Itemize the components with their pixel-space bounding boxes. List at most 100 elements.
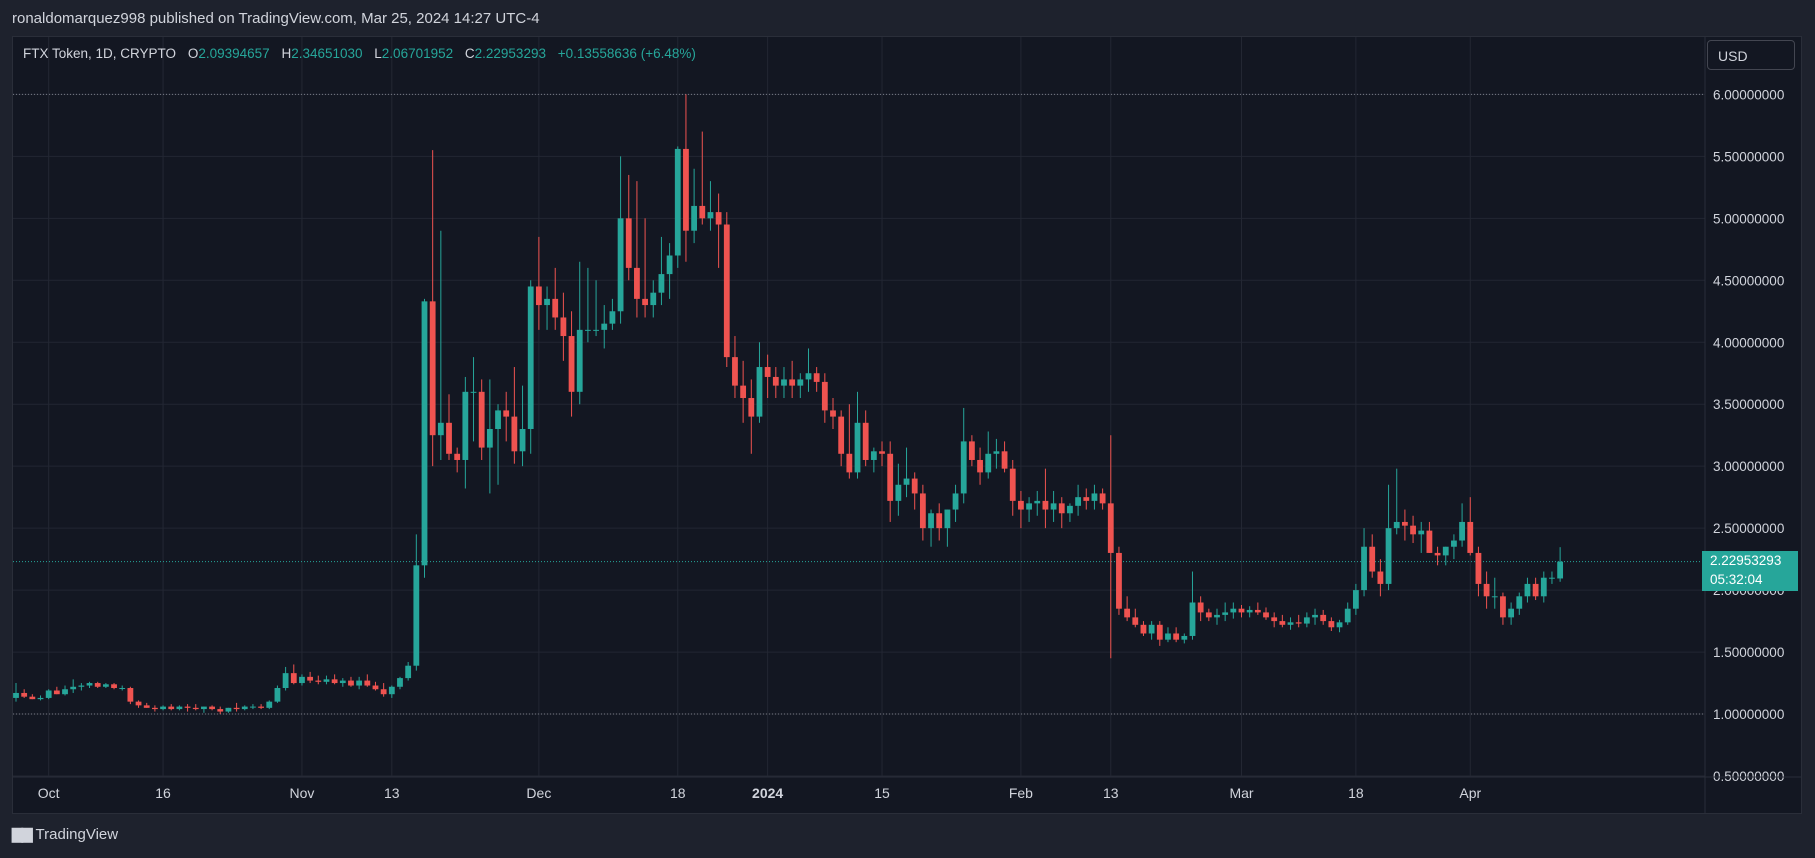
- candle: [1393, 468, 1400, 535]
- candle-body: [1540, 577, 1547, 597]
- candle-body: [1549, 577, 1555, 579]
- candle: [233, 702, 240, 712]
- candle: [1320, 609, 1327, 625]
- candle-body: [952, 493, 959, 510]
- candle-body: [846, 453, 853, 473]
- candle: [928, 509, 934, 547]
- candle-body: [674, 148, 681, 256]
- candle: [879, 441, 885, 467]
- candle-body: [650, 292, 657, 306]
- candle: [315, 675, 322, 685]
- candle-body: [1287, 622, 1294, 625]
- candle-body: [62, 689, 68, 695]
- candle: [1067, 503, 1073, 522]
- candle: [609, 298, 616, 330]
- candle-body: [1099, 493, 1106, 504]
- candle: [274, 685, 281, 703]
- candle-body: [1254, 609, 1261, 613]
- candle: [102, 683, 109, 689]
- candle-body: [1475, 552, 1482, 584]
- candle-body: [127, 688, 134, 702]
- candle: [339, 678, 346, 687]
- candle-body: [29, 696, 36, 700]
- candle: [552, 267, 559, 330]
- candle: [1516, 592, 1523, 615]
- candle-body: [1018, 500, 1024, 510]
- candle-body: [1050, 503, 1057, 510]
- candle-body: [634, 267, 640, 299]
- candle-body: [544, 298, 550, 306]
- high-label: H: [281, 46, 292, 61]
- candle-body: [1434, 552, 1441, 556]
- candle-body: [495, 410, 501, 429]
- candle: [388, 685, 395, 698]
- candle: [854, 391, 861, 479]
- y-tick-label: 3.00000000: [1713, 459, 1784, 474]
- candle: [356, 676, 363, 690]
- candle: [903, 447, 910, 498]
- candle-body: [1393, 521, 1400, 529]
- candle-body: [250, 706, 256, 708]
- candle: [1165, 627, 1171, 643]
- candle: [454, 447, 461, 473]
- candle-body: [519, 429, 526, 452]
- tradingview-logo-icon[interactable]: ▇▇: [12, 826, 33, 842]
- candle: [617, 156, 624, 324]
- candle: [1009, 459, 1016, 516]
- price-axis[interactable]: [1705, 37, 1801, 813]
- x-tick-label: 13: [1103, 785, 1119, 801]
- candle-body: [307, 676, 314, 681]
- candle-body: [968, 441, 975, 460]
- candle-body: [772, 376, 779, 386]
- chart-frame[interactable]: 6.00000000 5.50000000 5.00000000 4.50000000…: [12, 36, 1802, 814]
- y-tick-label: 5.50000000: [1713, 149, 1784, 164]
- candle-body: [895, 484, 902, 501]
- candlestick-chart[interactable]: 6.00000000 5.50000000 5.00000000 4.50000000…: [13, 37, 1801, 813]
- candle: [1385, 484, 1392, 591]
- ohlc-legend: FTX Token, 1D, CRYPTO O2.09394657 H2.346…: [23, 46, 696, 61]
- candle: [519, 385, 526, 467]
- candle: [364, 674, 371, 687]
- candle: [258, 704, 264, 710]
- candle: [1500, 592, 1506, 625]
- candle: [568, 311, 575, 417]
- candle-body: [1058, 503, 1065, 514]
- candle: [1303, 612, 1310, 628]
- candle-body: [797, 379, 804, 386]
- candle-body: [887, 453, 894, 501]
- candle: [1410, 515, 1416, 544]
- candle-body: [1189, 602, 1196, 636]
- symbol-title: FTX Token, 1D, CRYPTO: [23, 46, 177, 61]
- candle: [1434, 546, 1441, 566]
- candle-body: [135, 701, 142, 706]
- candle-body: [1238, 608, 1245, 613]
- candle-body: [944, 509, 951, 529]
- candle-body: [1483, 583, 1490, 597]
- candle-body: [1402, 521, 1408, 526]
- candle: [1214, 608, 1220, 625]
- x-tick-label: Dec: [526, 785, 551, 801]
- candle-body: [1132, 617, 1139, 625]
- x-tick-label: 18: [670, 785, 686, 801]
- currency-button[interactable]: USD: [1707, 40, 1795, 70]
- candle: [723, 212, 730, 368]
- candle: [1377, 559, 1384, 597]
- candle: [307, 671, 314, 684]
- candle: [1222, 602, 1229, 622]
- candle: [282, 666, 289, 691]
- candle: [397, 676, 403, 690]
- candle-body: [1312, 614, 1318, 618]
- candle: [952, 484, 959, 522]
- candle-body: [1246, 609, 1253, 613]
- candle: [895, 463, 902, 516]
- candle-body: [1271, 617, 1278, 622]
- candle-body: [1442, 546, 1449, 556]
- candle-body: [1173, 633, 1180, 640]
- candle: [209, 705, 215, 711]
- x-tick-label: 2024: [752, 785, 783, 801]
- brand-name[interactable]: TradingView: [35, 826, 119, 843]
- candle: [1467, 497, 1474, 556]
- candle-body: [1303, 617, 1310, 624]
- candle-body: [405, 665, 412, 679]
- candle-body: [1107, 503, 1114, 553]
